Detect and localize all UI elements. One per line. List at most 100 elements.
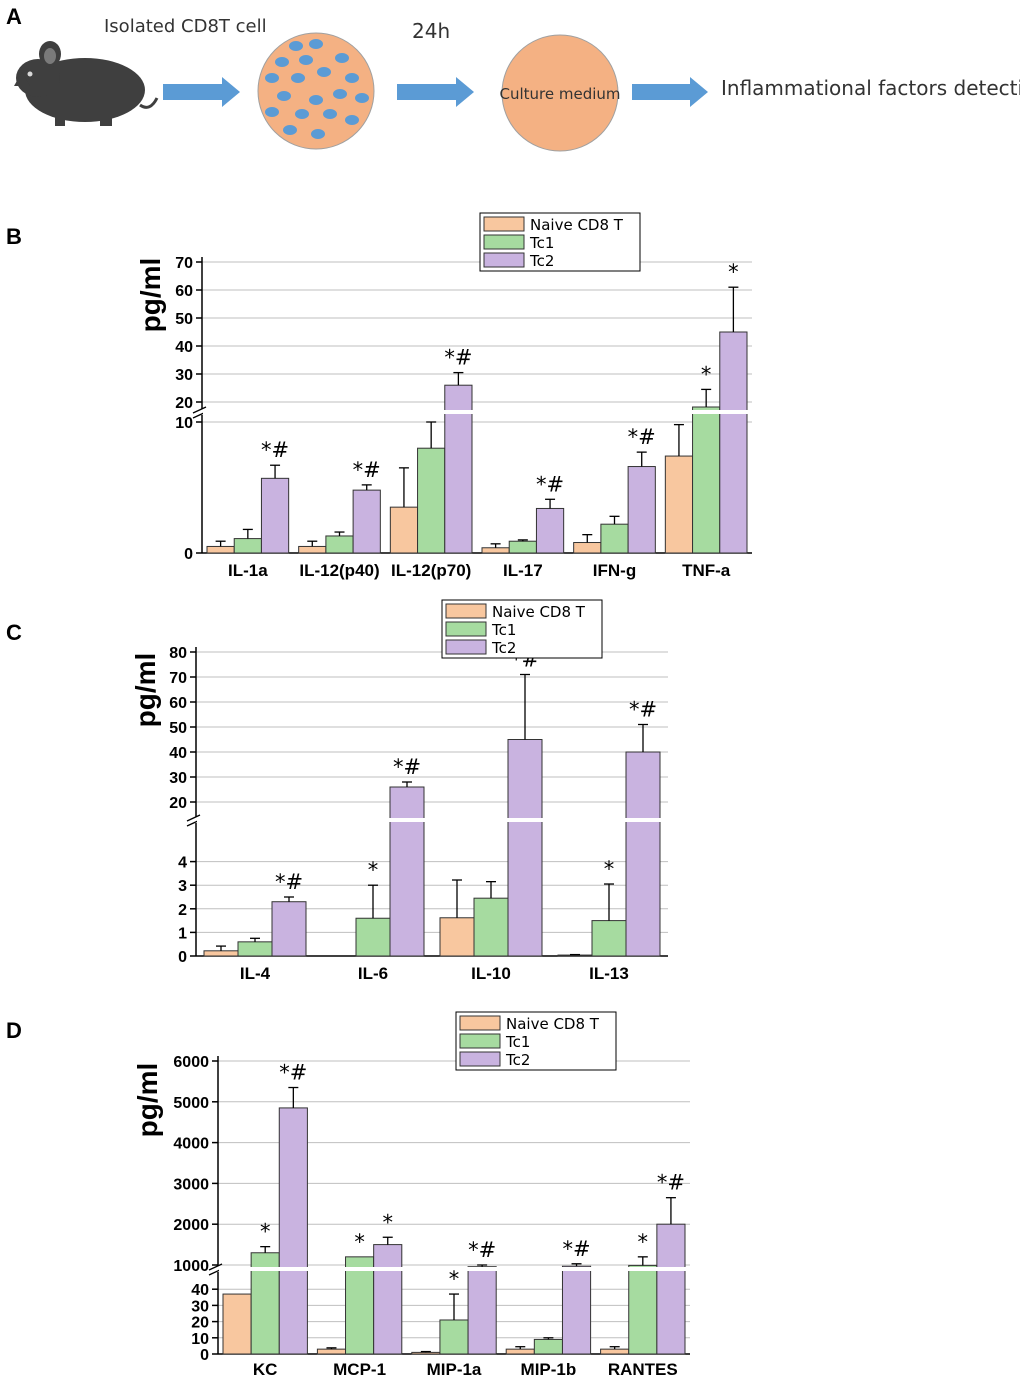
bar-il-4-naive-cd8-t — [203, 950, 239, 957]
y-axis-label: pg/ml — [132, 1063, 163, 1138]
bar-il-4-tc2 — [271, 901, 307, 957]
x-tick-label: RANTES — [608, 1360, 678, 1379]
cell-dish-icon — [257, 32, 375, 150]
legend-label-naive-cd8-t: Naive CD8 T — [530, 216, 624, 234]
arrow-icon — [163, 77, 240, 107]
y-tick-label: 60 — [169, 695, 187, 712]
axis-break-mark — [208, 1263, 223, 1271]
legend-label-tc2: Tc2 — [505, 1051, 530, 1069]
x-tick-label: IL-10 — [471, 964, 511, 983]
y-tick-label: 40 — [175, 339, 193, 356]
bar-ifn-g-tc1 — [600, 523, 629, 554]
significance-rantes-tc1: * — [638, 1230, 649, 1254]
x-tick-label: TNF-a — [682, 561, 731, 580]
significance-mcp-1-tc1: * — [354, 1230, 365, 1254]
significance-ifn-g-tc2: *# — [628, 425, 656, 449]
x-tick-label: IL-1a — [228, 561, 268, 580]
y-tick-label: 10 — [175, 415, 193, 432]
arrow-icon — [632, 77, 708, 107]
legend-label-tc1: Tc1 — [491, 621, 516, 639]
bar-kc-naive-cd8-t — [222, 1293, 252, 1355]
panel-letter-b: B — [6, 224, 22, 249]
bar-mip-1a-tc2 — [467, 1266, 497, 1355]
bar-il-13-tc1 — [591, 920, 627, 957]
bar-il-4-tc1 — [237, 941, 273, 957]
axis-break-band — [219, 1267, 690, 1271]
bar-il-10-naive-cd8-t — [439, 917, 475, 957]
y-tick-label: 4 — [178, 855, 187, 872]
bar-il-17-tc2 — [535, 507, 565, 554]
legend-swatch-tc1 — [445, 621, 487, 637]
legend-swatch-tc2 — [445, 639, 487, 655]
bar-mip-1b-tc2 — [561, 1265, 592, 1355]
x-tick-label: MCP-1 — [333, 1360, 386, 1379]
bar-rantes-naive-cd8-t — [600, 1348, 630, 1355]
bar-mip-1b-tc1 — [533, 1338, 563, 1355]
legend-swatch-naive-cd8-t — [459, 1015, 501, 1031]
bar-il-6-tc2 — [389, 786, 425, 957]
bar-ifn-g-naive-cd8-t — [573, 542, 602, 554]
bar-il-17-naive-cd8-t — [481, 547, 510, 554]
x-tick-label: MIP-1b — [521, 1360, 577, 1379]
y-axis-label: pg/ml — [130, 653, 161, 728]
bar-tnf-a-tc2 — [719, 331, 748, 554]
bar-il-17-tc1 — [508, 540, 537, 554]
bar-il-6-tc1 — [355, 917, 391, 957]
bar-mcp-1-tc1 — [345, 1256, 375, 1355]
bar-mip-1a-tc1 — [439, 1319, 469, 1355]
culture-dish-icon — [501, 34, 619, 152]
panel-letter-c: C — [6, 620, 22, 645]
y-tick-label: 50 — [175, 311, 193, 328]
y-tick-label: 3000 — [173, 1176, 209, 1193]
y-tick-label: 1000 — [173, 1258, 209, 1275]
significance-il-13-tc1: * — [604, 857, 615, 881]
bar-il-12-p40-naive-cd8-t — [298, 545, 327, 554]
y-tick-label: 40 — [191, 1282, 209, 1299]
y-tick-label: 6000 — [173, 1054, 209, 1071]
significance-mcp-1-tc2: * — [382, 1210, 393, 1234]
y-axis-label: pg/ml — [135, 258, 166, 333]
medium-label: Culture medium — [499, 85, 620, 103]
y-tick-label: 40 — [169, 745, 187, 762]
x-tick-label: IFN-g — [593, 561, 636, 580]
bar-il-10-tc2 — [507, 739, 543, 957]
significance-mip-1b-tc2: *# — [562, 1237, 590, 1261]
y-tick-label: 60 — [175, 283, 193, 300]
bar-mip-1a-naive-cd8-t — [411, 1351, 441, 1355]
significance-il-4-tc2: *# — [275, 870, 303, 894]
detection-label: Inflammational factors detection — [721, 76, 1020, 100]
y-tick-label: 20 — [169, 795, 187, 812]
significance-kc-tc2: *# — [279, 1061, 307, 1085]
axis-break-gap — [194, 409, 210, 415]
legend-label-naive-cd8-t: Naive CD8 T — [492, 603, 586, 621]
x-tick-label: IL-12(p40) — [299, 561, 379, 580]
x-tick-label: KC — [253, 1360, 278, 1379]
legend-label-tc2: Tc2 — [529, 252, 554, 270]
legend-swatch-naive-cd8-t — [483, 216, 525, 232]
axis-break-band — [197, 818, 668, 822]
y-tick-label: 20 — [175, 395, 193, 412]
significance-kc-tc1: * — [260, 1220, 271, 1244]
legend-label-tc1: Tc1 — [505, 1033, 530, 1051]
legend-label-tc2: Tc2 — [491, 639, 516, 657]
panel-letter-a: A — [6, 4, 22, 29]
axis-break-mark — [192, 406, 207, 414]
significance-tnf-a-tc2: * — [728, 260, 739, 284]
axis-break-band — [203, 410, 752, 414]
y-tick-label: 80 — [169, 645, 187, 662]
legend-label-tc1: Tc1 — [529, 234, 554, 252]
significance-mip-1a-tc2: *# — [468, 1238, 496, 1262]
bar-il-1a-naive-cd8-t — [206, 545, 235, 554]
significance-mip-1a-tc1: * — [449, 1267, 460, 1291]
x-tick-label: IL-6 — [358, 964, 388, 983]
bar-il-12-p40-tc1 — [325, 535, 354, 554]
bar-il-12-p40-tc2 — [352, 489, 381, 554]
x-tick-label: IL-17 — [503, 561, 543, 580]
bar-ifn-g-tc2 — [627, 466, 656, 554]
legend-swatch-tc1 — [483, 234, 525, 250]
y-tick-label: 0 — [184, 546, 193, 563]
